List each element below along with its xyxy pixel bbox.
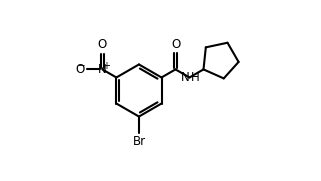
Text: O: O bbox=[98, 38, 107, 51]
Text: H: H bbox=[191, 71, 200, 84]
Text: +: + bbox=[102, 61, 110, 71]
Text: N: N bbox=[181, 71, 190, 84]
Text: Br: Br bbox=[132, 135, 145, 148]
Text: N: N bbox=[98, 63, 107, 76]
Text: O: O bbox=[171, 38, 180, 51]
Text: O: O bbox=[76, 63, 85, 76]
Text: −: − bbox=[77, 61, 86, 71]
